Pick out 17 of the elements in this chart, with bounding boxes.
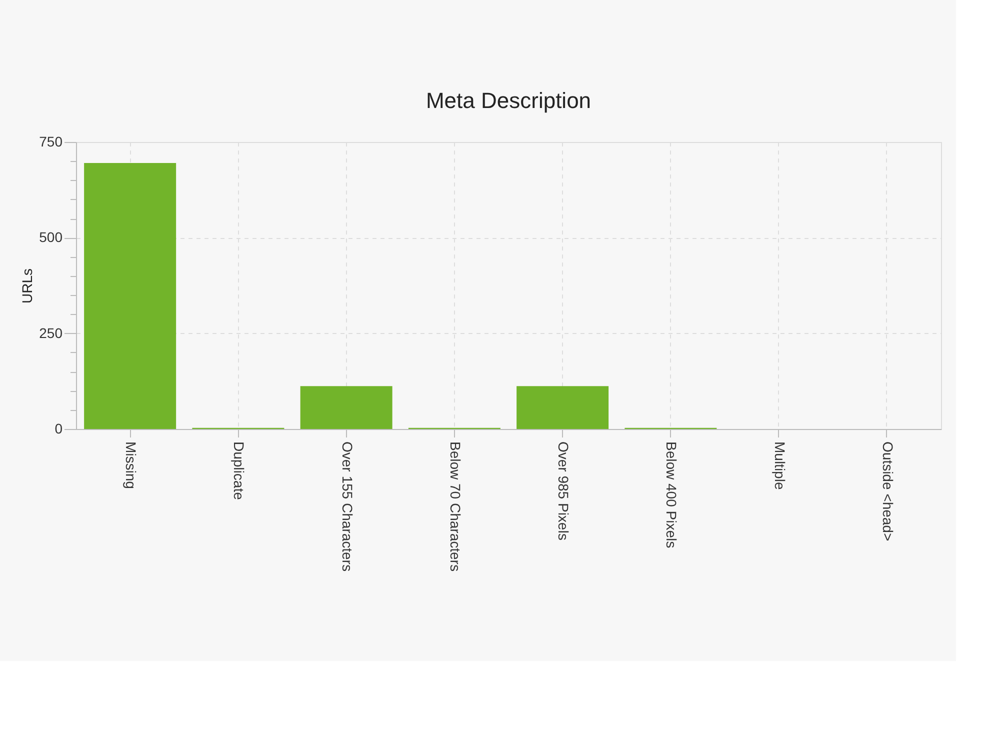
- x-tick-label: Outside <head>: [880, 442, 896, 542]
- bar: [84, 163, 176, 429]
- chart-title: Meta Description: [426, 88, 592, 113]
- x-tick-label: Over 985 Pixels: [556, 442, 572, 540]
- y-tick-label: 250: [39, 324, 63, 341]
- x-tick-label: Over 155 Characters: [339, 442, 356, 572]
- x-tick-label: Below 400 Pixels: [664, 442, 680, 548]
- bar: [300, 386, 392, 429]
- bar: [516, 386, 609, 429]
- x-tick-label: Duplicate: [231, 442, 248, 500]
- y-axis-title: URLs: [19, 268, 36, 304]
- y-tick-label: 0: [54, 420, 63, 436]
- y-tick-label: 750: [39, 134, 63, 150]
- y-tick-label: 500: [39, 229, 63, 246]
- x-tick-label: Below 70 Characters: [447, 442, 464, 572]
- x-tick-label: Missing: [123, 442, 140, 489]
- x-tick-label: Multiple: [772, 442, 788, 490]
